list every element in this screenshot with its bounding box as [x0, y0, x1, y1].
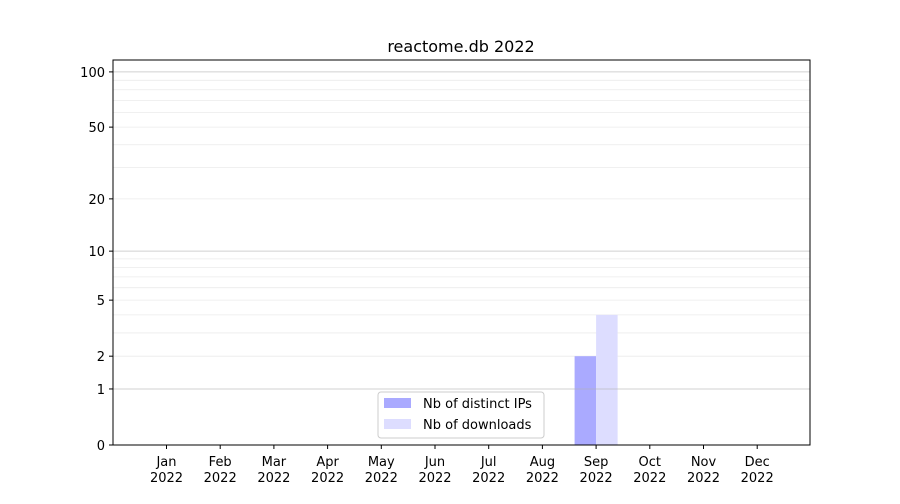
legend: Nb of distinct IPs Nb of downloads — [377, 391, 545, 439]
x-tick-label: Oct 2022 — [633, 455, 666, 486]
x-tick-label: Aug 2022 — [526, 455, 559, 486]
legend-swatch — [384, 398, 411, 408]
x-tick-label: Sep 2022 — [580, 455, 613, 486]
legend-label: Nb of distinct IPs — [423, 397, 532, 412]
x-tick-label: Apr 2022 — [311, 455, 344, 486]
chart-title: reactome.db 2022 — [387, 37, 534, 56]
y-tick-label: 10 — [88, 245, 105, 260]
x-tick-label: Feb 2022 — [204, 455, 237, 486]
x-tick-label: Nov 2022 — [687, 455, 720, 486]
y-tick-label: 0 — [97, 439, 105, 454]
y-tick-label: 1 — [97, 383, 105, 398]
plot-frame — [112, 59, 811, 446]
x-tick-label: Jun 2022 — [418, 455, 451, 486]
y-tick-label: 5 — [97, 294, 105, 309]
y-tick-label: 2 — [97, 350, 105, 365]
legend-label: Nb of downloads — [423, 418, 532, 433]
x-tick-label: May 2022 — [365, 455, 398, 486]
x-tick-label: Mar 2022 — [257, 455, 290, 486]
y-tick-label: 50 — [88, 121, 105, 136]
bar-distinct-ips — [574, 356, 597, 445]
y-tick-label: 100 — [80, 66, 105, 81]
x-tick-label: Jul 2022 — [472, 455, 505, 486]
y-tick-label: 20 — [88, 193, 105, 208]
x-tick-label: Jan 2022 — [150, 455, 183, 486]
x-tick-label: Dec 2022 — [741, 455, 774, 486]
legend-swatch — [384, 419, 411, 429]
bar-downloads — [596, 314, 618, 445]
